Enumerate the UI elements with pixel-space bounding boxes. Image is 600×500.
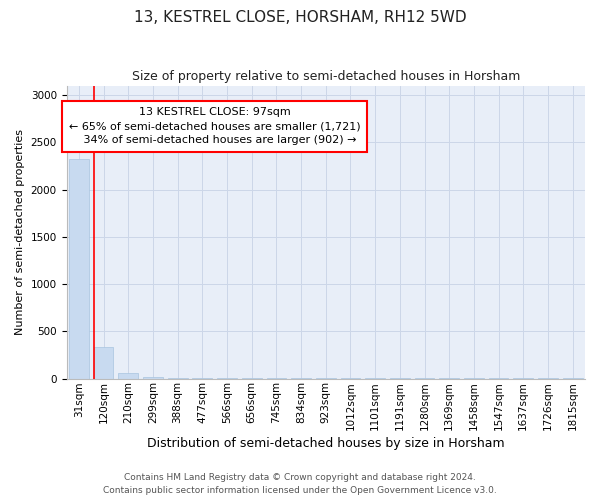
Title: Size of property relative to semi-detached houses in Horsham: Size of property relative to semi-detach… <box>131 70 520 83</box>
Text: Contains HM Land Registry data © Crown copyright and database right 2024.
Contai: Contains HM Land Registry data © Crown c… <box>103 473 497 495</box>
Y-axis label: Number of semi-detached properties: Number of semi-detached properties <box>15 129 25 335</box>
Text: 13 KESTREL CLOSE: 97sqm
← 65% of semi-detached houses are smaller (1,721)
   34%: 13 KESTREL CLOSE: 97sqm ← 65% of semi-de… <box>69 108 361 146</box>
Bar <box>69 160 89 378</box>
Bar <box>118 374 138 378</box>
Bar <box>94 347 113 378</box>
X-axis label: Distribution of semi-detached houses by size in Horsham: Distribution of semi-detached houses by … <box>147 437 505 450</box>
Text: 13, KESTREL CLOSE, HORSHAM, RH12 5WD: 13, KESTREL CLOSE, HORSHAM, RH12 5WD <box>134 10 466 25</box>
